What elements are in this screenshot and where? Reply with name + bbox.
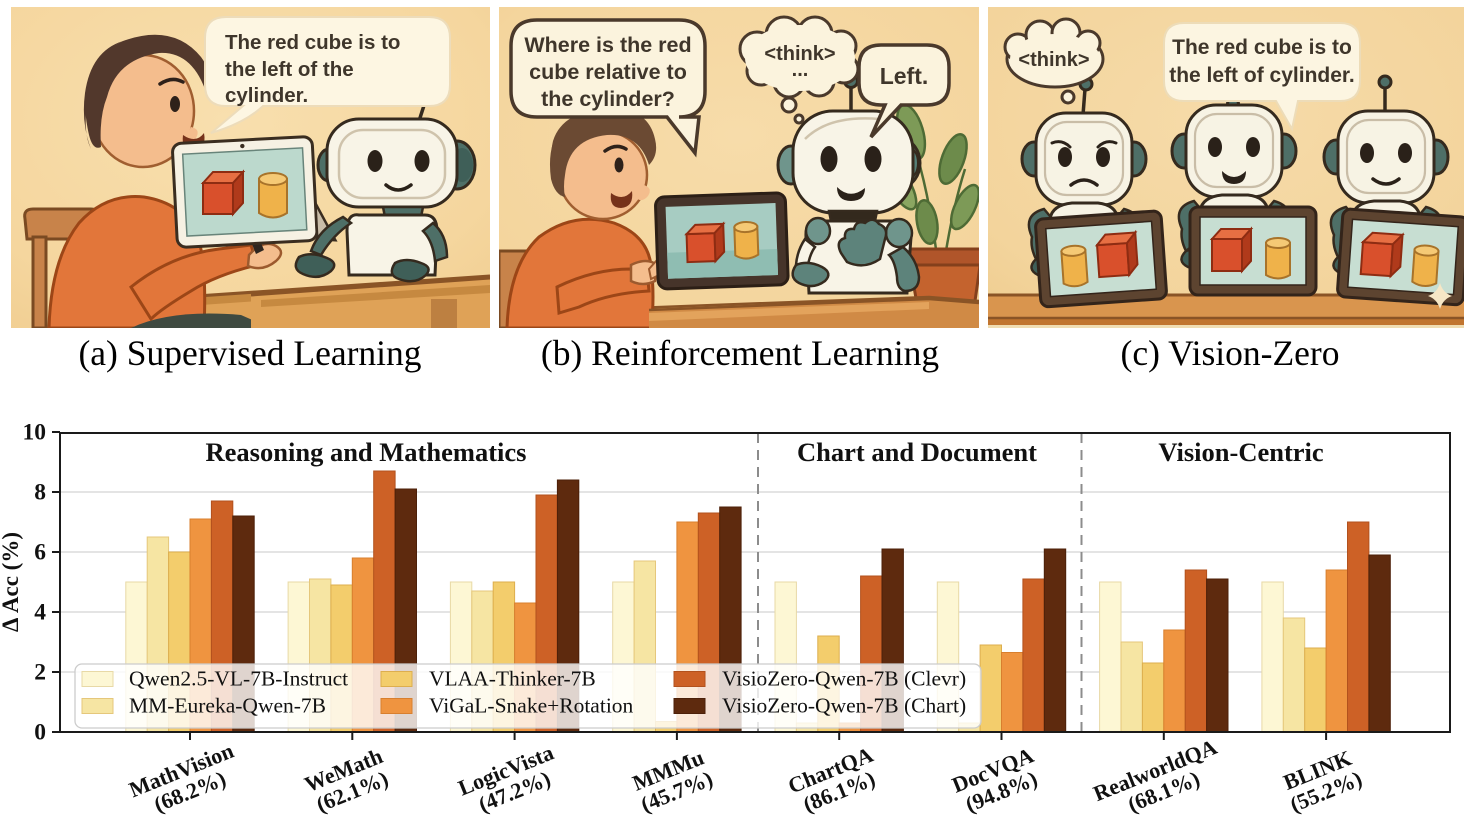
- svg-text:<think>: <think>: [764, 43, 835, 65]
- svg-text:Qwen2.5-VL-7B-Instruct: Qwen2.5-VL-7B-Instruct: [129, 667, 348, 691]
- svg-text:The red cube is to: The red cube is to: [225, 31, 400, 54]
- svg-text:VisioZero-Qwen-7B (Clevr): VisioZero-Qwen-7B (Clevr): [722, 667, 966, 691]
- svg-text:0: 0: [34, 720, 46, 746]
- svg-text:the left of the: the left of the: [225, 58, 354, 81]
- svg-text:Where is the red: Where is the red: [524, 33, 691, 57]
- svg-text:the cylinder?: the cylinder?: [541, 87, 675, 111]
- svg-text:Chart and Document: Chart and Document: [797, 437, 1037, 467]
- svg-text:2: 2: [34, 660, 46, 686]
- svg-text:8: 8: [34, 480, 46, 506]
- svg-text:10: 10: [23, 420, 47, 446]
- svg-text:...: ...: [792, 59, 809, 81]
- svg-text:the left of cylinder.: the left of cylinder.: [1169, 64, 1355, 87]
- svg-text:VLAA-Thinker-7B: VLAA-Thinker-7B: [429, 667, 596, 691]
- svg-text:4: 4: [34, 600, 46, 626]
- svg-text:cube relative to: cube relative to: [529, 60, 687, 84]
- svg-text:6: 6: [34, 540, 46, 566]
- svg-text:VisioZero-Qwen-7B (Chart): VisioZero-Qwen-7B (Chart): [722, 694, 966, 718]
- svg-text:<think>: <think>: [1018, 49, 1089, 71]
- svg-text:Reasoning and Mathematics: Reasoning and Mathematics: [206, 437, 527, 467]
- svg-text:Δ Acc (%): Δ Acc (%): [0, 532, 23, 632]
- svg-text:ViGaL-Snake+Rotation: ViGaL-Snake+Rotation: [429, 694, 634, 718]
- svg-text:Left.: Left.: [880, 63, 929, 89]
- svg-text:MM-Eureka-Qwen-7B: MM-Eureka-Qwen-7B: [129, 694, 326, 718]
- svg-text:Vision-Centric: Vision-Centric: [1158, 437, 1324, 467]
- svg-text:The red cube is to: The red cube is to: [1172, 36, 1352, 59]
- svg-text:cylinder.: cylinder.: [225, 84, 308, 107]
